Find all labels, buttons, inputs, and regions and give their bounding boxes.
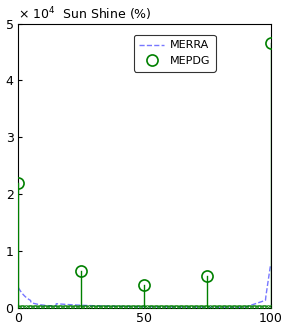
MERRA [223, 305, 227, 309]
MERRA [153, 305, 157, 309]
MERRA [17, 286, 20, 290]
MEPDG [269, 41, 272, 45]
Text: $\times$ 10$^4$  Sun Shine (%): $\times$ 10$^4$ Sun Shine (%) [18, 6, 152, 23]
MERRA [137, 305, 140, 308]
Legend: MERRA, MEPDG: MERRA, MEPDG [134, 35, 215, 71]
MEPDG [143, 283, 146, 287]
MERRA [244, 305, 247, 309]
Line: MEPDG: MEPDG [13, 38, 276, 290]
Line: MERRA: MERRA [18, 265, 270, 307]
MERRA [269, 263, 272, 267]
MERRA [263, 299, 267, 303]
MEPDG [80, 269, 83, 273]
MEPDG [17, 181, 20, 185]
MERRA [138, 305, 141, 308]
MERRA [167, 305, 170, 309]
MEPDG [206, 274, 209, 278]
